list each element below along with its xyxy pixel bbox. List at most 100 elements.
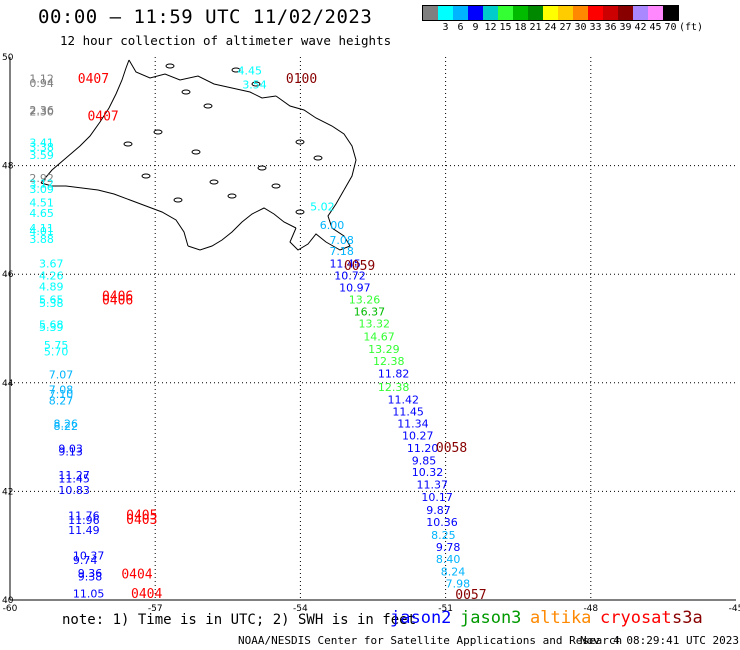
y-tick-label: 44 [2, 379, 14, 389]
wave-height-label: 10.17 [421, 491, 453, 504]
island [141, 173, 151, 179]
legend-swatch [603, 6, 618, 20]
legend-bin-label: 27 [559, 22, 572, 33]
x-tick-label: -54 [293, 604, 308, 614]
pass-time-label: 0407 [78, 72, 109, 87]
island [181, 89, 191, 95]
wave-height-label: 8.40 [436, 553, 461, 566]
coastline [40, 59, 130, 184]
wave-height-label: 5.39 [39, 321, 64, 334]
wave-height-label: 13.26 [349, 294, 381, 307]
y-tick-label: 42 [2, 487, 13, 497]
satellite-label: jason2 [390, 608, 452, 628]
wave-height-label: 16.37 [354, 305, 386, 318]
y-tick-label: 40 [2, 596, 14, 606]
wave-height-label: 5.68 [39, 319, 64, 332]
legend-swatch [513, 6, 528, 20]
pass-time-label: 0100 [286, 72, 317, 87]
island [257, 165, 267, 171]
wave-height-label: 3.67 [39, 258, 64, 271]
wave-height-label: 13.29 [368, 343, 400, 356]
wave-height-label: 5.70 [44, 346, 69, 359]
legend-bin-label: 9 [472, 22, 479, 33]
x-tick-label: -60 [3, 604, 18, 614]
pass-time-label: 0058 [436, 441, 467, 456]
wave-height-label: 9.78 [436, 541, 461, 554]
wave-height-label: 10.72 [334, 270, 366, 283]
x-tick-label: -48 [583, 604, 598, 614]
wave-height-label: 2.30 [29, 106, 54, 119]
color-legend: 3 6 9 12 15 18 21 24 27 30 33 36 39 42 45 70 (ft) [422, 5, 703, 35]
wave-height-label: 3.54 [242, 78, 267, 91]
legend-labels: 3 6 9 12 15 18 21 24 27 30 33 36 39 42 45 70 (ft) [422, 21, 703, 35]
island [123, 141, 133, 147]
wave-height-label: 8.27 [49, 395, 74, 408]
wave-height-label: 11.76 [68, 510, 100, 523]
wave-height-label: 11.37 [417, 479, 449, 492]
wave-height-label: 8.26 [54, 417, 78, 430]
wave-height-label: 9.87 [426, 504, 451, 517]
legend-swatches [422, 5, 679, 21]
coastline [275, 95, 357, 191]
wave-height-label: 9.13 [58, 446, 83, 459]
island [295, 139, 305, 145]
legend-bin-label: 39 [619, 22, 632, 33]
wave-height-label: 12.38 [373, 355, 405, 368]
island [313, 155, 323, 161]
chart-subtitle: 12 hour collection of altimeter wave hei… [60, 33, 392, 48]
pass-time-label: 0404 [131, 587, 162, 602]
legend-bin-label: 45 [649, 22, 662, 33]
wave-height-label: 7.10 [49, 388, 74, 401]
footer-date: Nov 4 08:29:41 UTC 2023 [580, 634, 739, 647]
legend-bin-label: 33 [589, 22, 602, 33]
legend-swatch [498, 6, 513, 20]
wave-height-label: 3.12 [29, 177, 54, 190]
wave-height-label: 11.34 [397, 417, 429, 430]
pass-time-label: 0059 [344, 259, 375, 274]
legend-swatch [618, 6, 633, 20]
y-tick-label: 46 [2, 270, 14, 280]
legend-swatch [558, 6, 573, 20]
y-tick-label: 50 [2, 53, 14, 63]
wave-height-label: 9.85 [412, 454, 437, 467]
x-tick-label: -57 [148, 604, 163, 614]
wave-height-label: 5.65 [39, 294, 64, 307]
island [153, 129, 163, 135]
wave-height-label: 9.36 [78, 567, 103, 580]
wave-height-label: 3.38 [29, 141, 54, 154]
legend-bin-label: 36 [604, 22, 617, 33]
y-tick-label: 48 [2, 162, 14, 172]
wave-height-label: 11.49 [68, 524, 100, 537]
legend-swatch [588, 6, 603, 20]
wave-height-label: 10.83 [58, 484, 90, 497]
pass-time-label: 0057 [455, 588, 486, 603]
legend-swatch [573, 6, 588, 20]
wave-height-label: 4.45 [237, 64, 261, 77]
wave-height-label: 3.41 [29, 137, 54, 150]
island [227, 193, 237, 199]
coastline [187, 207, 297, 251]
legend-unit: (ft) [678, 22, 704, 33]
wave-height-label: 4.26 [39, 270, 64, 283]
wave-height-label: 4.65 [29, 207, 54, 220]
wave-height-label: 11.45 [392, 405, 424, 418]
satellite-label: s3a [672, 608, 703, 628]
island [191, 149, 201, 155]
wave-height-label: 8.22 [54, 420, 78, 433]
legend-bin-label: 30 [574, 22, 587, 33]
island [231, 67, 241, 73]
legend-bin-label: 42 [634, 22, 647, 33]
wave-height-label: 9.74 [73, 554, 98, 567]
wave-height-label: 7.08 [49, 384, 74, 397]
legend-bin-label: 12 [484, 22, 497, 33]
island [165, 63, 175, 69]
wave-height-label: 11.82 [378, 367, 410, 380]
legend-swatch [648, 6, 663, 20]
wave-height-label: 3.88 [29, 233, 54, 246]
island [251, 81, 261, 87]
satellite-label: cryosat [600, 608, 672, 628]
legend-swatch [633, 6, 648, 20]
legend-swatch [423, 6, 438, 20]
pass-time-label: 0403 [126, 513, 157, 528]
